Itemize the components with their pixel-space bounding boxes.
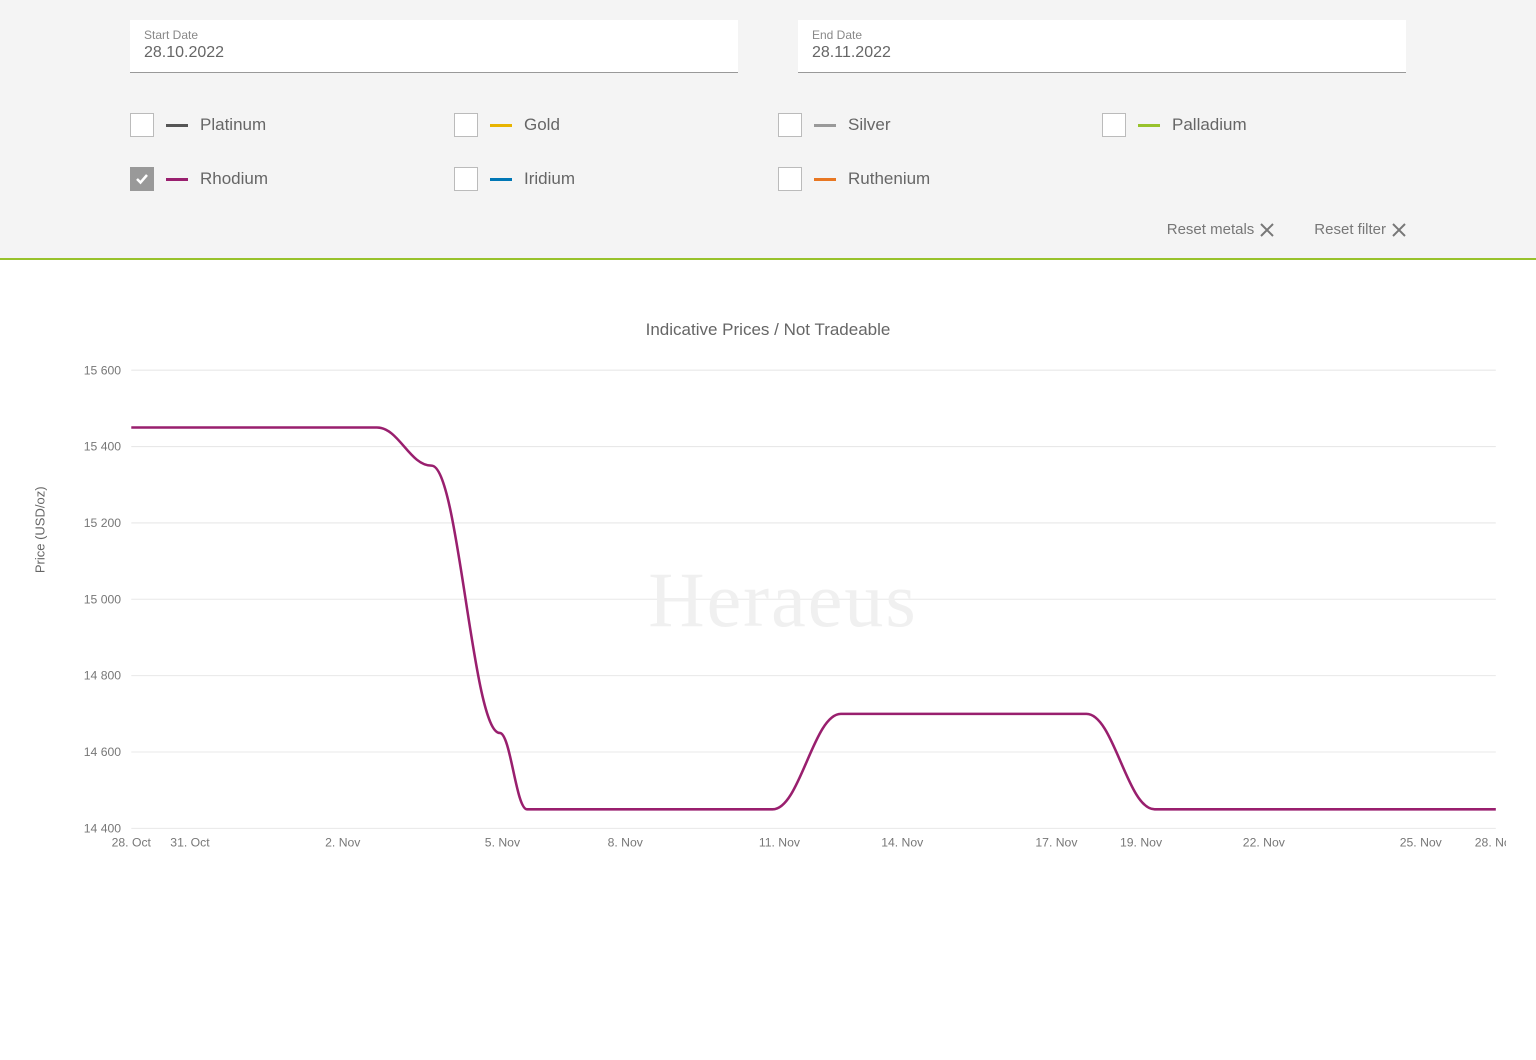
checkbox[interactable]	[778, 113, 802, 137]
start-date-label: Start Date	[144, 28, 724, 42]
date-range-row: Start Date 28.10.2022 End Date 28.11.202…	[130, 20, 1406, 73]
metal-checkbox-ruthenium[interactable]: Ruthenium	[778, 167, 1082, 191]
metal-label: Palladium	[1172, 115, 1247, 135]
svg-text:8. Nov: 8. Nov	[608, 836, 644, 850]
reset-metals-button[interactable]: Reset metals	[1167, 221, 1275, 238]
reset-metals-label: Reset metals	[1167, 221, 1255, 238]
price-line-chart: 14 400 14 600 14 800 15 000 15 200 15 400 15 6…	[60, 360, 1506, 859]
metal-checkbox-grid: Platinum Gold Silver Palladium Rhodium Iridiu…	[130, 113, 1406, 191]
metal-label: Gold	[524, 115, 560, 135]
start-date-value: 28.10.2022	[144, 44, 224, 61]
color-swatch	[814, 124, 836, 127]
svg-text:15 200: 15 200	[84, 516, 122, 530]
end-date-field[interactable]: End Date 28.11.2022	[798, 20, 1406, 73]
metal-checkbox-silver[interactable]: Silver	[778, 113, 1082, 137]
svg-text:25. Nov: 25. Nov	[1400, 836, 1443, 850]
metal-checkbox-platinum[interactable]: Platinum	[130, 113, 434, 137]
color-swatch	[166, 178, 188, 181]
svg-text:14 400: 14 400	[84, 821, 122, 835]
reset-filter-label: Reset filter	[1314, 221, 1386, 238]
metal-label: Rhodium	[200, 169, 268, 189]
color-swatch	[490, 178, 512, 181]
metal-checkbox-iridium[interactable]: Iridium	[454, 167, 758, 191]
chart-area: Indicative Prices / Not Tradeable Price …	[0, 260, 1536, 879]
svg-text:28. Nov: 28. Nov	[1475, 836, 1506, 850]
color-swatch	[166, 124, 188, 127]
color-swatch	[814, 178, 836, 181]
reset-filter-button[interactable]: Reset filter	[1314, 221, 1406, 238]
svg-text:2. Nov: 2. Nov	[325, 836, 361, 850]
checkbox[interactable]	[454, 167, 478, 191]
metal-checkbox-gold[interactable]: Gold	[454, 113, 758, 137]
svg-text:15 600: 15 600	[84, 363, 122, 377]
checkbox[interactable]	[778, 167, 802, 191]
reset-row: Reset metals Reset filter	[130, 221, 1406, 238]
checkbox[interactable]	[454, 113, 478, 137]
close-icon	[1260, 223, 1274, 237]
svg-text:14 600: 14 600	[84, 745, 122, 759]
svg-text:22. Nov: 22. Nov	[1243, 836, 1286, 850]
svg-text:17. Nov: 17. Nov	[1035, 836, 1078, 850]
metal-label: Ruthenium	[848, 169, 930, 189]
chart-wrapper: Price (USD/oz) Heraeus 14 40014 60014 80…	[60, 360, 1506, 859]
check-icon	[135, 172, 149, 186]
start-date-field[interactable]: Start Date 28.10.2022	[130, 20, 738, 73]
metal-label: Iridium	[524, 169, 575, 189]
metal-label: Platinum	[200, 115, 266, 135]
end-date-label: End Date	[812, 28, 1392, 42]
svg-text:19. Nov: 19. Nov	[1120, 836, 1163, 850]
svg-text:31. Oct: 31. Oct	[170, 836, 210, 850]
color-swatch	[1138, 124, 1160, 127]
color-swatch	[490, 124, 512, 127]
svg-text:15 000: 15 000	[84, 592, 122, 606]
close-icon	[1392, 223, 1406, 237]
checkbox[interactable]	[1102, 113, 1126, 137]
svg-text:14. Nov: 14. Nov	[881, 836, 924, 850]
metal-checkbox-rhodium[interactable]: Rhodium	[130, 167, 434, 191]
metal-checkbox-palladium[interactable]: Palladium	[1102, 113, 1406, 137]
checkbox[interactable]	[130, 167, 154, 191]
filter-panel: Start Date 28.10.2022 End Date 28.11.202…	[0, 0, 1536, 260]
metal-label: Silver	[848, 115, 891, 135]
svg-text:14 800: 14 800	[84, 669, 122, 683]
svg-text:15 400: 15 400	[84, 440, 122, 454]
y-axis-label: Price (USD/oz)	[33, 487, 48, 574]
checkbox[interactable]	[130, 113, 154, 137]
chart-title: Indicative Prices / Not Tradeable	[30, 320, 1506, 340]
end-date-value: 28.11.2022	[812, 44, 891, 61]
svg-text:5. Nov: 5. Nov	[485, 836, 521, 850]
svg-text:28. Oct: 28. Oct	[112, 836, 152, 850]
svg-text:11. Nov: 11. Nov	[759, 836, 801, 850]
